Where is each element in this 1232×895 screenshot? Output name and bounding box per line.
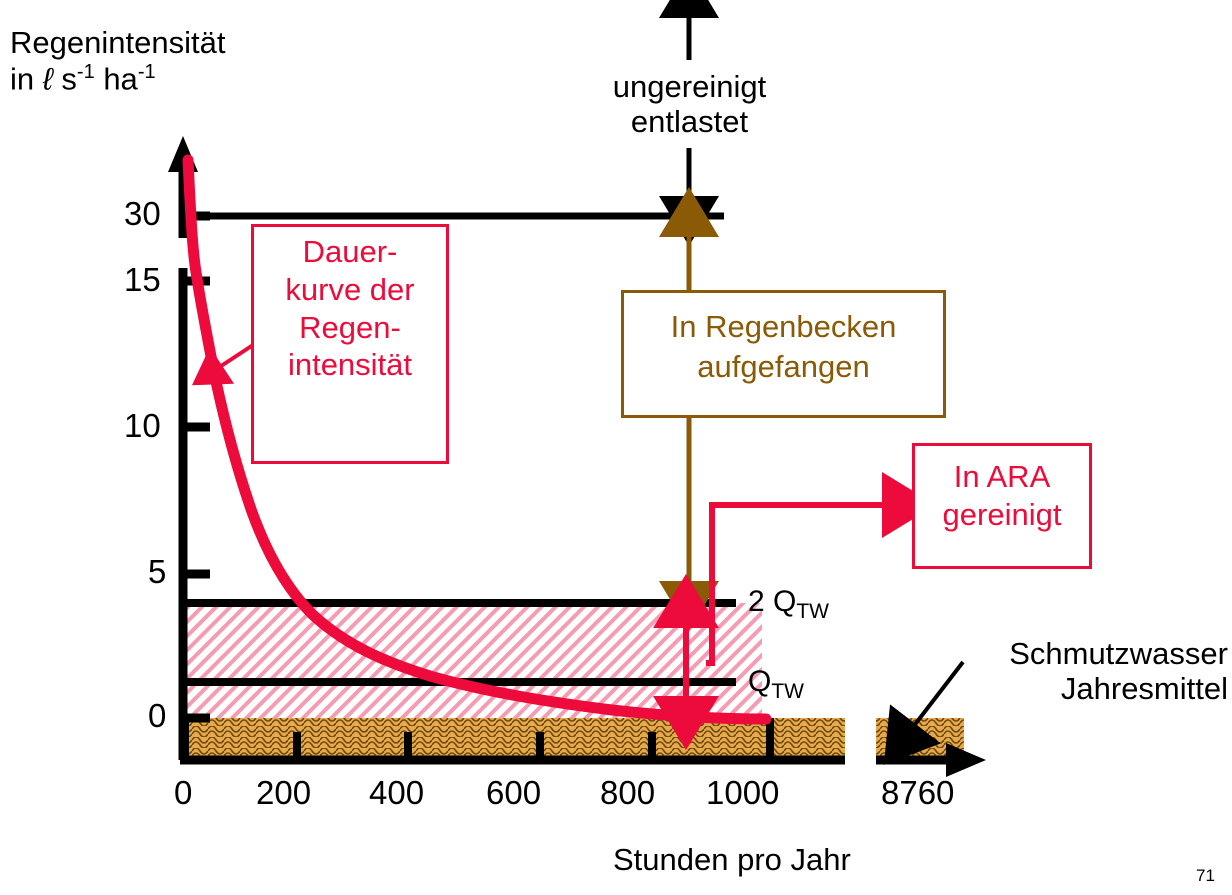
callout-regenbecken-line2: aufgefangen xyxy=(697,348,870,384)
x-tick-label-0: 0 xyxy=(174,774,193,811)
callout-dauerkurve-line4: intensität xyxy=(287,347,413,383)
callout-dauerkurve-line3: Regen- xyxy=(299,309,401,345)
label-qtw-main: Q xyxy=(748,665,772,698)
duration-curve xyxy=(182,154,772,725)
y-tick-label-0: 0 xyxy=(148,697,167,734)
leader-schmutzwasser xyxy=(883,660,965,766)
label-schmutzwasser-line2: Jahresmittel xyxy=(1060,670,1228,706)
x-tick-label-800: 800 xyxy=(600,774,656,811)
callout-dauerkurve-line1: Dauer- xyxy=(302,234,398,269)
callout-dauerkurve-line2: kurve der xyxy=(285,271,415,307)
y-tick-label-5: 5 xyxy=(148,553,167,590)
note-ungereinigt-line2: entlastet xyxy=(630,103,749,139)
x-tick-label-600: 600 xyxy=(486,774,542,811)
x-axis-arrowhead xyxy=(946,743,986,777)
x-tick-label-8760: 8760 xyxy=(881,774,955,811)
label-qtw: QTW xyxy=(748,665,804,704)
y-axis-title: Regenintensität in ℓ s-1 ha-1 xyxy=(10,25,226,97)
x-axis-title: Stunden pro Jahr xyxy=(613,842,851,877)
y-tick-label-30: 30 xyxy=(124,195,161,232)
label-2qtw: 2 QTW xyxy=(748,585,829,624)
label-qtw-sub: TW xyxy=(771,680,804,703)
label-schmutzwasser-line1: Schmutzwasser xyxy=(1009,636,1228,671)
label-2qtw-main: 2 Q xyxy=(748,585,797,618)
page-number: 71 xyxy=(1196,866,1215,885)
x-tick-label-400: 400 xyxy=(369,774,425,811)
y-tick-label-10: 10 xyxy=(124,407,161,444)
callout-regenbecken: In Regenbecken aufgefangen xyxy=(621,290,946,418)
y-axis-title-line2: in ℓ s-1 ha-1 xyxy=(10,60,156,97)
note-ungereinigt-entlastet: ungereinigt entlastet xyxy=(592,69,787,139)
x-tick-label-200: 200 xyxy=(256,774,312,811)
callout-ara-line1: In ARA xyxy=(953,459,1051,494)
label-schmutzwasser: Schmutzwasser Jahresmittel xyxy=(950,636,1228,706)
y-axis-title-line1: Regenintensität xyxy=(10,25,226,60)
callout-regenbecken-line1: In Regenbecken xyxy=(670,309,897,344)
leader-dauerkurve xyxy=(191,343,255,386)
x-tick-label-1000: 1000 xyxy=(706,774,780,811)
callout-ara-line2: gereinigt xyxy=(942,496,1062,532)
y-tick-label-15: 15 xyxy=(124,261,161,298)
connector-in-ara-gereinigt xyxy=(706,472,936,666)
region-in-ara-gereinigt-main xyxy=(183,603,762,718)
note-ungereinigt-line1: ungereinigt xyxy=(612,69,767,104)
callout-dauerkurve: Dauer- kurve der Regen- intensität xyxy=(251,224,449,464)
label-2qtw-sub: TW xyxy=(796,600,830,623)
callout-in-ara-gereinigt: In ARA gereinigt xyxy=(912,443,1092,569)
